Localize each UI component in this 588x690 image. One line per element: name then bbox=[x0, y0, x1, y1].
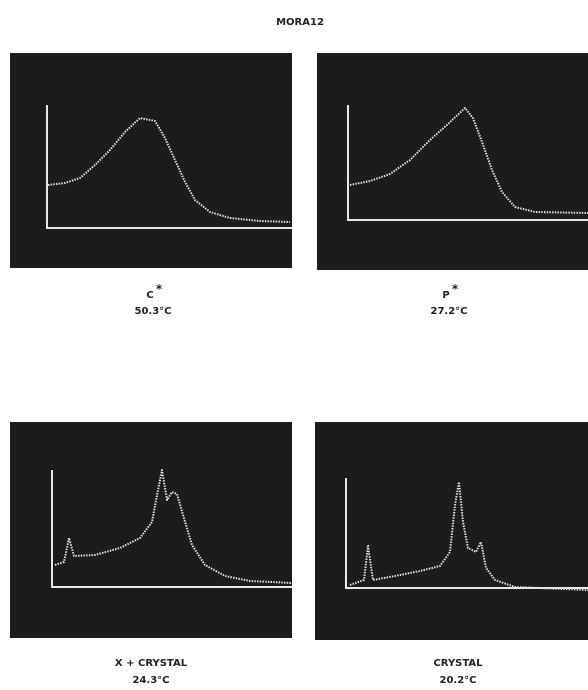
axes bbox=[345, 478, 588, 589]
screen bbox=[317, 53, 588, 270]
trace bbox=[54, 469, 293, 584]
axes bbox=[46, 105, 292, 229]
axes bbox=[51, 470, 292, 588]
panel: X + CRYSTAL 24.3°C bbox=[10, 422, 293, 686]
panel-label-superscript: * bbox=[452, 282, 459, 296]
panel-temperature: 20.2°C bbox=[439, 675, 476, 686]
panel: CRYSTAL 20.2°C bbox=[315, 422, 588, 686]
figure-title: MORA12 bbox=[276, 17, 324, 28]
panel-temperature: 50.3°C bbox=[134, 306, 171, 317]
panel-temperature: 27.2°C bbox=[430, 306, 467, 317]
axes bbox=[347, 105, 588, 221]
panel-label-superscript: * bbox=[156, 282, 163, 296]
panel: C * 50.3°C bbox=[10, 53, 292, 317]
panel: P * 27.2°C bbox=[317, 53, 588, 317]
screen bbox=[10, 53, 292, 268]
screen bbox=[10, 422, 292, 638]
panel-temperature: 24.3°C bbox=[132, 675, 169, 686]
trace bbox=[349, 481, 588, 591]
trace bbox=[47, 117, 291, 223]
panel-label: X + CRYSTAL bbox=[115, 658, 188, 669]
panel-label: P bbox=[442, 290, 449, 301]
panel-label: C bbox=[146, 290, 153, 301]
panel-label: CRYSTAL bbox=[433, 658, 483, 669]
